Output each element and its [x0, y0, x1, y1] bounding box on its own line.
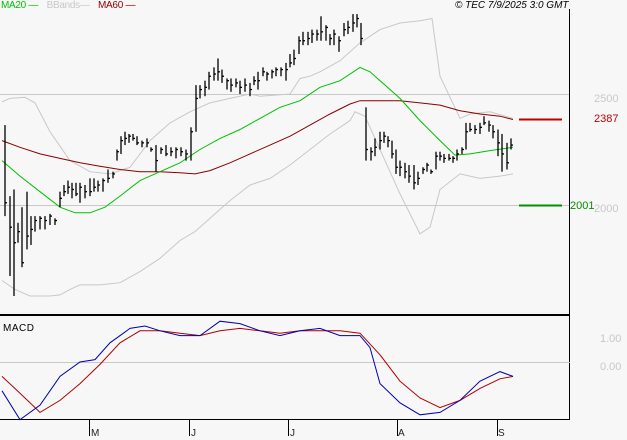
macd-line	[1, 320, 514, 421]
price-tick-2500: 2500	[594, 93, 619, 105]
legend-ma20: MA20 —	[1, 0, 39, 11]
x-tick-label-a: A	[398, 428, 405, 439]
bbands-lower-line	[1, 111, 514, 297]
ma60-line	[1, 100, 514, 175]
macd-tick-1: 1.00	[600, 333, 622, 345]
macd-signal-line	[1, 327, 514, 414]
ma20-line	[1, 66, 514, 214]
legend-ma60: MA60 —	[98, 0, 136, 11]
legend-bbands: BBands—	[46, 0, 90, 11]
chart-legend: MA20 — BBands— MA60 —	[1, 0, 141, 12]
marker-label-2001: 2001	[570, 200, 595, 212]
price-tick-2000: 2000	[594, 203, 619, 215]
macd-panel-title: MACD	[3, 323, 35, 334]
marker-label-2387: 2387	[594, 113, 619, 125]
x-tick-label-m: M	[91, 428, 100, 439]
legend-ma60-label: MA60	[98, 0, 123, 11]
price-markers	[519, 118, 562, 207]
ohlc-bars	[4, 14, 513, 297]
x-tick-label-j1: J	[191, 428, 196, 439]
macd-tick-0: 0.00	[600, 361, 622, 373]
x-axis-ticks	[89, 420, 498, 436]
x-tick-label-j2: J	[290, 428, 295, 439]
copyright-text: © TEC 7/9/2025 3:0 GMT	[455, 0, 569, 11]
legend-ma20-label: MA20	[1, 0, 26, 11]
legend-bbands-label: BBands	[46, 0, 81, 11]
x-tick-label-s: S	[498, 428, 505, 439]
